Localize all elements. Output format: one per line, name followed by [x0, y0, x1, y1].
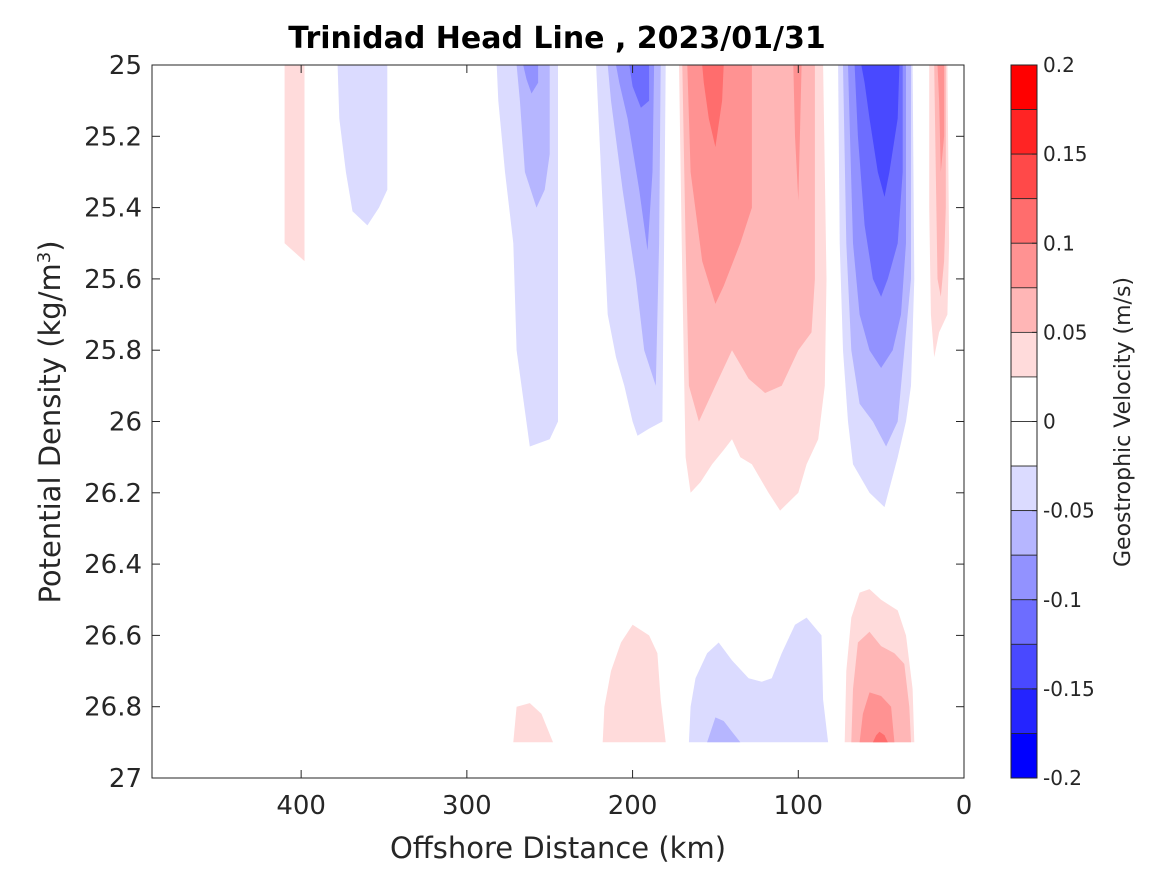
colorbar-tick-label: -0.1 [1043, 588, 1082, 612]
contour-regions [284, 65, 950, 743]
x-axis-ticks: 400 300 200 100 0 [276, 65, 972, 821]
colorbar-tick-label: -0.05 [1043, 499, 1095, 523]
colorbar-bin [1010, 733, 1038, 779]
contour-blue-50-core [861, 65, 900, 197]
colorbar-tick-label: -0.2 [1043, 766, 1082, 790]
colorbar-bin [1010, 465, 1038, 512]
contour-pink-260-bottom [513, 703, 553, 743]
y-axis-ticks: 25 25.2 25.4 25.6 25.8 26 26.2 26.4 26.6 26.8 27 [84, 51, 964, 794]
colorbar-tick-label: 0 [1043, 410, 1056, 434]
contour-blue-270-core [523, 65, 539, 94]
y-tick-label: 25 [109, 51, 142, 81]
colorbar-bin [1010, 376, 1038, 422]
contour-pink-200-bottom [602, 624, 666, 743]
colorbar-tick-label: 0.1 [1043, 231, 1075, 255]
colorbar-bin [1010, 331, 1038, 378]
y-axis-label-superscript: 3 [34, 252, 55, 263]
y-axis-label-main: Potential Density (kg/m [33, 263, 67, 603]
contour-pink-10-core [937, 65, 945, 172]
colorbar-tick-label: 0.15 [1043, 142, 1088, 166]
colorbar-bin [1010, 153, 1038, 200]
contour-blue-130-bottom [688, 617, 829, 743]
contour-pink-150-inner [687, 65, 752, 304]
plot-area: 400 300 200 100 0 25 25.2 25.4 25.6 25.8 26 26.2 26… [84, 51, 972, 821]
colorbar-bin [1010, 198, 1038, 244]
contour-pink-50-bottom-core [872, 731, 888, 743]
colorbar-bin [1010, 242, 1038, 289]
y-tick-label: 25.2 [84, 122, 142, 152]
colorbar-tick-label: -0.15 [1043, 677, 1095, 701]
y-tick-label: 26.6 [84, 621, 142, 651]
colorbar-tick-label: 0.05 [1043, 320, 1088, 344]
contour-pink-150-core [702, 65, 724, 147]
colorbar-tick-label: 0.2 [1043, 53, 1075, 77]
contour-pink-50-bottom-inner [859, 692, 895, 743]
y-tick-label: 25.6 [84, 265, 142, 295]
chart-title: Trinidad Head Line , 2023/01/31 [288, 21, 825, 56]
colorbar-bin [1010, 688, 1038, 734]
y-tick-label: 26.2 [84, 479, 142, 509]
colorbar-ticks: 0.2 0.15 0.1 0.05 0 -0.05 -0.1 -0.15 -0.2 [1032, 53, 1095, 790]
colorbar-bin [1010, 643, 1038, 690]
contour-pink-100-inner [793, 65, 802, 201]
contour-pink-far-offshore [284, 65, 305, 262]
y-tick-label: 25.4 [84, 194, 142, 224]
colorbar-bin [1010, 554, 1038, 601]
x-axis-label: Offshore Distance (km) [390, 831, 726, 865]
colorbar-bin [1010, 109, 1038, 155]
y-tick-label: 25.8 [84, 336, 142, 366]
x-tick-label: 200 [608, 791, 658, 821]
y-axis-label-close: ) [33, 240, 67, 251]
contour-blue-200-inner [616, 65, 655, 251]
colorbar-bin [1010, 64, 1038, 110]
x-tick-label: 400 [276, 791, 326, 821]
y-axis-label: Potential Density (kg/m3) [33, 240, 67, 603]
colorbar-bin [1010, 510, 1038, 556]
colorbar-bins [1010, 64, 1038, 779]
colorbar: 0.2 0.15 0.1 0.05 0 -0.05 -0.1 -0.15 -0.2 Geostr… [1010, 53, 1136, 790]
y-tick-label: 26 [109, 408, 142, 438]
contour-blue-200-core [629, 65, 650, 108]
x-tick-label: 0 [956, 791, 973, 821]
colorbar-label: Geostrophic Velocity (m/s) [1111, 277, 1136, 567]
colorbar-bin [1010, 599, 1038, 645]
x-tick-label: 300 [442, 791, 492, 821]
contour-blue-140-bottom-mid [707, 717, 741, 743]
y-tick-label: 27 [109, 764, 142, 794]
y-tick-label: 26.4 [84, 550, 142, 580]
contour-blue-offshore-tongue [337, 65, 388, 226]
colorbar-bin [1010, 287, 1038, 333]
colorbar-bin [1010, 421, 1038, 467]
contour-blue-270-mid [516, 65, 550, 208]
y-tick-label: 26.8 [84, 693, 142, 723]
x-tick-label: 100 [773, 791, 823, 821]
